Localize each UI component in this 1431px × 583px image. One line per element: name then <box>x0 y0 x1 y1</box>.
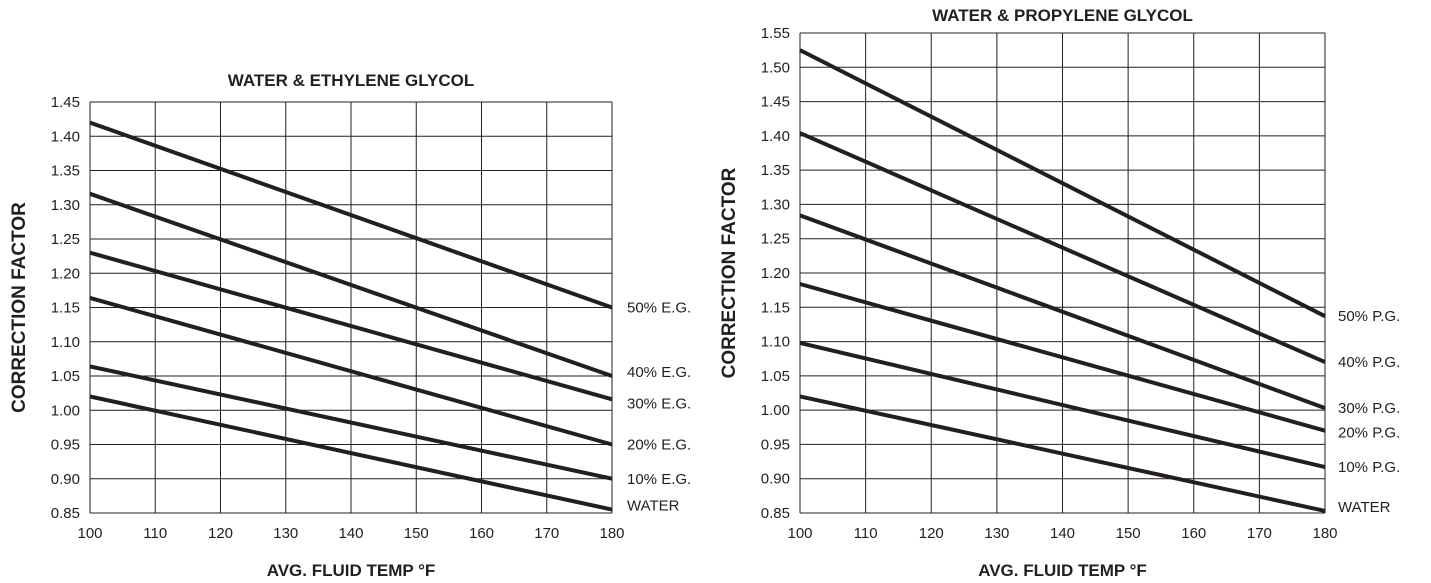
x-tick-label: 170 <box>1247 525 1272 542</box>
series-line <box>799 340 1326 470</box>
y-tick-label: 1.35 <box>761 162 790 179</box>
x-tick-label: 130 <box>273 525 298 542</box>
x-tick-label: 100 <box>787 525 812 542</box>
y-tick-label: 1.35 <box>51 163 80 180</box>
series-line <box>89 191 613 378</box>
y-tick-label: 1.10 <box>761 334 790 351</box>
y-axis-label: CORRECTION FACTOR <box>719 167 740 378</box>
x-tick-label: 180 <box>1312 525 1337 542</box>
x-tick-label: 180 <box>599 525 624 542</box>
y-tick-label: 1.25 <box>51 231 80 248</box>
series-line <box>799 213 1326 410</box>
chart-title: WATER & ETHYLENE GLYCOL <box>228 71 475 90</box>
x-tick-label: 110 <box>854 525 878 542</box>
y-tick-label: 1.50 <box>761 59 790 76</box>
y-tick-label: 1.20 <box>761 265 790 282</box>
chart-1: 100 110 120 130 140 150 160 170 180 0.85 0.90 0.95 1… <box>9 71 691 580</box>
x-tick-label: 160 <box>469 525 494 542</box>
x-tick-label: 160 <box>1181 525 1206 542</box>
y-tick-label: 1.45 <box>761 94 790 111</box>
x-tick-label: 100 <box>77 525 102 542</box>
x-tick-label: 120 <box>919 525 944 542</box>
series-line <box>799 282 1326 433</box>
series-label: 10% E.G. <box>627 471 691 488</box>
series-label: 40% P.G. <box>1338 354 1400 371</box>
series-line <box>89 250 613 402</box>
series-line <box>799 48 1326 318</box>
series-label: 20% P.G. <box>1338 425 1400 442</box>
y-tick-label: 1.40 <box>51 128 80 145</box>
x-axis-label: AVG. FLUID TEMP °F <box>978 561 1147 580</box>
y-tick-label: 0.95 <box>761 436 790 453</box>
y-tick-label: 1.10 <box>51 334 80 351</box>
chart-title: WATER & PROPYLENE GLYCOL <box>932 6 1193 25</box>
series-line <box>89 364 613 481</box>
series-label: WATER <box>1338 499 1391 516</box>
y-tick-label: 1.30 <box>51 197 80 214</box>
y-tick-label: 0.90 <box>761 471 790 488</box>
series-label: 10% P.G. <box>1338 459 1400 476</box>
x-axis-label: AVG. FLUID TEMP °F <box>267 561 436 580</box>
chart-2: 100 110 120 130 140 150 160 170 180 0.85 0.90 0.95 1… <box>719 6 1400 580</box>
series-label: 30% E.G. <box>627 395 691 412</box>
y-tick-label: 1.25 <box>761 231 790 248</box>
y-tick-label: 1.20 <box>51 265 80 282</box>
series-label: WATER <box>627 498 680 515</box>
y-tick-label: 1.05 <box>761 368 790 385</box>
series-line <box>799 394 1326 513</box>
y-tick-label: 1.55 <box>761 25 790 42</box>
y-tick-label: 1.00 <box>51 402 80 419</box>
series-line <box>799 131 1326 364</box>
series-label: 40% E.G. <box>627 364 691 381</box>
x-tick-label: 130 <box>984 525 1009 542</box>
series-label: 20% E.G. <box>627 437 691 454</box>
x-tick-label: 120 <box>208 525 233 542</box>
y-tick-label: 1.15 <box>761 299 790 316</box>
y-tick-label: 0.95 <box>51 437 80 454</box>
x-tick-label: 110 <box>143 525 167 542</box>
y-tick-label: 0.90 <box>51 471 80 488</box>
x-tick-label: 150 <box>1116 525 1141 542</box>
y-tick-label: 1.30 <box>761 196 790 213</box>
y-axis-label: CORRECTION FACTOR <box>9 202 30 413</box>
x-tick-label: 140 <box>338 525 363 542</box>
x-tick-label: 170 <box>534 525 559 542</box>
series-line <box>89 120 613 310</box>
x-tick-label: 150 <box>404 525 429 542</box>
y-tick-label: 1.40 <box>761 128 790 145</box>
y-tick-label: 1.15 <box>51 300 80 317</box>
y-tick-label: 1.45 <box>51 94 80 111</box>
series-line <box>89 394 613 512</box>
x-tick-label: 140 <box>1050 525 1075 542</box>
series-line <box>89 295 613 447</box>
series-label: 50% P.G. <box>1338 308 1400 325</box>
y-tick-label: 0.85 <box>761 505 790 522</box>
y-tick-label: 0.85 <box>51 505 80 522</box>
series-label: 30% P.G. <box>1338 400 1400 417</box>
y-tick-label: 1.05 <box>51 368 80 385</box>
y-tick-label: 1.00 <box>761 402 790 419</box>
series-label: 50% E.G. <box>627 300 691 317</box>
